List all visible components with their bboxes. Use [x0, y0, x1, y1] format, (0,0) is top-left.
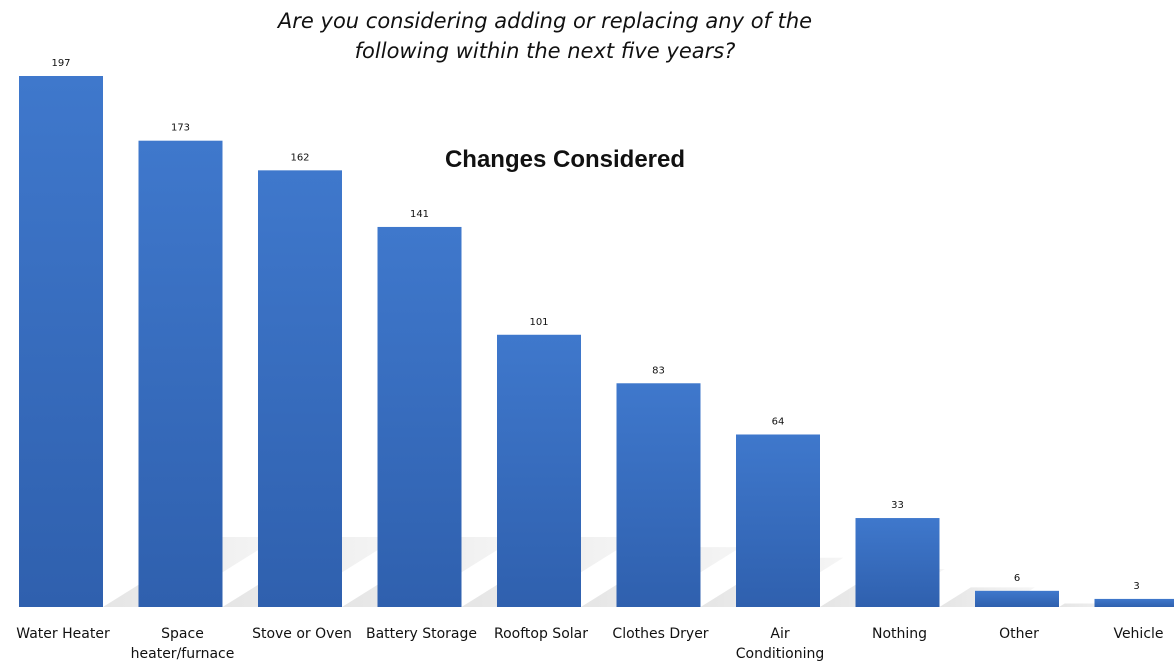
x-tick-label: Air Conditioning: [736, 626, 824, 662]
bar: [975, 590, 1059, 607]
bar: [258, 170, 342, 608]
data-label: 6: [1014, 573, 1020, 584]
bar: [616, 383, 701, 607]
chart-subtitle-line-2: following within the next five years?: [354, 39, 736, 63]
x-tick-label: Stove or Oven: [252, 626, 352, 642]
bar: [855, 518, 940, 607]
data-label: 3: [1133, 581, 1139, 592]
x-tick-label: Clothes Dryer: [612, 626, 708, 642]
bar: [377, 226, 462, 608]
data-label: 197: [51, 58, 70, 69]
bar: [1094, 598, 1174, 607]
bar: [19, 76, 103, 607]
data-label: 101: [529, 317, 548, 328]
data-label: 173: [171, 123, 190, 134]
chart-subtitle-line-1: Are you considering adding or replacing …: [277, 9, 813, 33]
x-tick-label: Nothing: [872, 626, 927, 642]
x-axis-labels: Water Heater Space heater/furnace Stove or …: [16, 626, 1163, 662]
x-tick-label: Rooftop Solar: [494, 626, 588, 642]
data-label: 83: [652, 365, 665, 376]
chart-title: Changes Considered: [444, 146, 686, 173]
data-label: 33: [891, 500, 904, 511]
data-labels-group: 197 173 162 141 101 83 64 33 6 3: [51, 58, 1139, 592]
data-label: 141: [410, 209, 429, 220]
bar-shadows: [103, 537, 1129, 607]
bar: [497, 334, 581, 607]
data-label: 64: [772, 416, 785, 427]
bar: [736, 434, 820, 607]
chart-subtitle: Are you considering adding or replacing …: [0, 6, 1090, 66]
bar: [138, 140, 223, 607]
x-tick-label: Vehicle: [1113, 626, 1163, 642]
x-tick-label: Water Heater: [16, 626, 110, 642]
x-tick-label: Other: [999, 626, 1039, 642]
bars-group: [19, 76, 1174, 608]
data-label: 162: [290, 152, 309, 163]
x-tick-label: Space heater/furnace: [131, 626, 235, 662]
x-tick-label: Battery Storage: [366, 626, 477, 642]
